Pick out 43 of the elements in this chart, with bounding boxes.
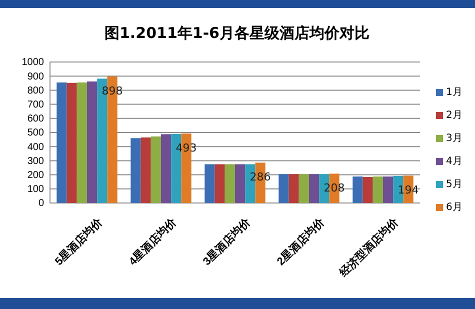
x-tick-label: 4星酒店均价	[126, 214, 180, 268]
y-tick-label: 700	[27, 100, 44, 110]
legend-label: 4月	[446, 156, 462, 167]
bar	[352, 176, 363, 203]
y-tick-label: 800	[27, 85, 44, 96]
bar	[56, 82, 67, 203]
legend-label: 1月	[446, 87, 462, 98]
bar	[87, 81, 98, 203]
y-tick-label: 300	[27, 156, 44, 167]
y-tick-label: 900	[27, 71, 44, 82]
x-tick-label: 3星酒店均价	[200, 214, 254, 268]
chart-title: 图1.2011年1-6月各星级酒店均价对比	[104, 24, 370, 42]
bar	[309, 174, 320, 203]
bar	[130, 138, 141, 203]
bar	[76, 82, 87, 203]
bar	[298, 174, 309, 203]
bar	[383, 176, 394, 203]
legend-label: 2月	[446, 110, 462, 121]
bar	[224, 164, 235, 203]
x-tick-label: 2星酒店均价	[274, 214, 328, 268]
bar	[372, 176, 383, 203]
x-tick-label: 5星酒店均价	[52, 214, 106, 268]
bar	[278, 174, 289, 203]
bar	[140, 137, 151, 203]
bar	[235, 164, 246, 203]
bar	[362, 176, 373, 203]
legend-label: 3月	[446, 133, 462, 144]
bar	[150, 136, 161, 203]
legend-label: 5月	[446, 179, 462, 190]
bar	[288, 174, 299, 203]
legend-label: 6月	[446, 202, 462, 213]
y-tick-label: 200	[27, 170, 44, 181]
y-tick-label: 1000	[22, 57, 44, 68]
y-tick-label: 500	[27, 128, 44, 139]
y-tick-label: 400	[27, 142, 44, 153]
bar	[204, 164, 215, 203]
x-tick-label: 经济型酒店均价	[336, 214, 402, 280]
bar	[161, 134, 172, 203]
y-tick-label: 0	[38, 198, 44, 210]
bar	[66, 82, 77, 203]
y-tick-label: 600	[27, 114, 44, 125]
bar	[214, 164, 225, 203]
y-tick-label: 100	[27, 184, 44, 196]
